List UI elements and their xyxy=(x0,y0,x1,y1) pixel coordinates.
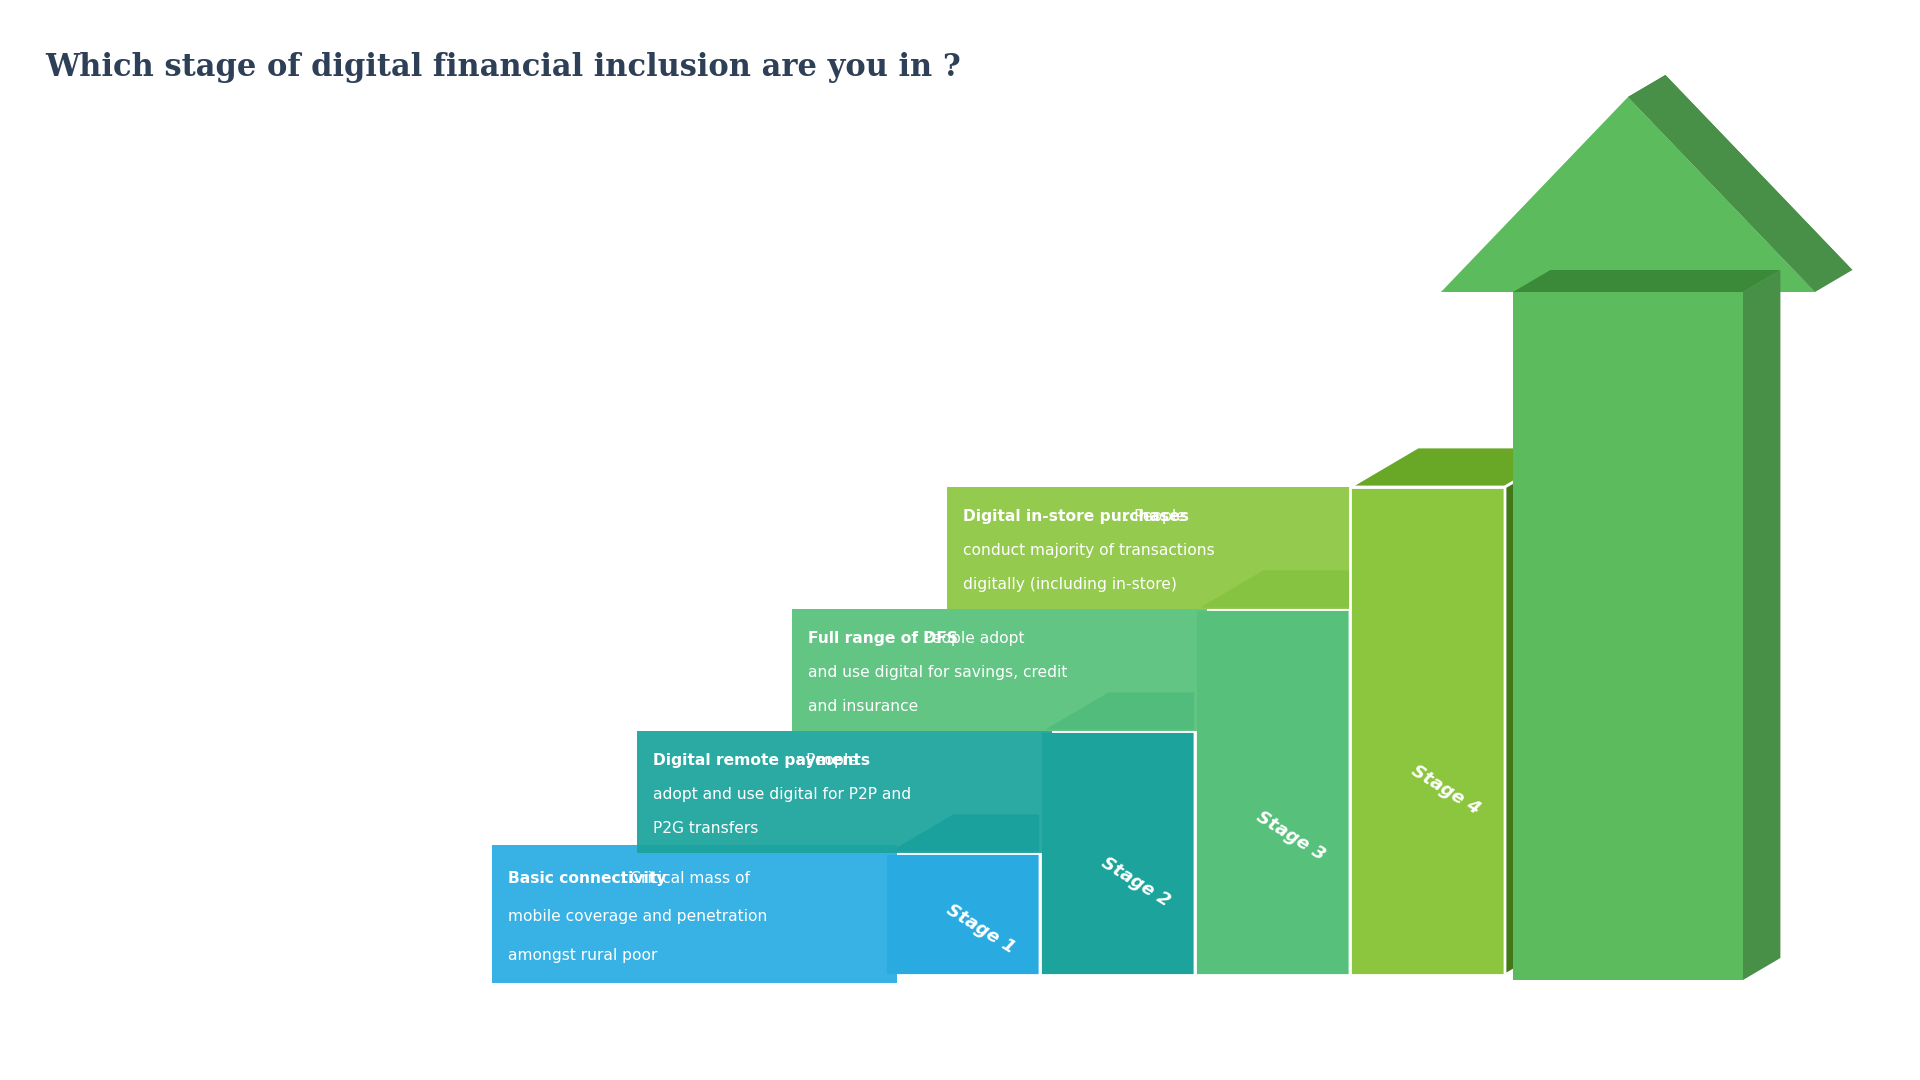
Polygon shape xyxy=(1041,731,1194,975)
Text: Stage 3: Stage 3 xyxy=(1254,808,1329,864)
Polygon shape xyxy=(1743,270,1780,980)
Text: Full range of DFS: Full range of DFS xyxy=(808,631,958,646)
Text: and use digital for savings, credit: and use digital for savings, credit xyxy=(808,665,1068,680)
Text: digitally (including in-store): digitally (including in-store) xyxy=(964,578,1177,593)
Polygon shape xyxy=(885,853,1041,975)
Text: amongst rural poor: amongst rural poor xyxy=(509,948,657,963)
Text: Basic connectivity: Basic connectivity xyxy=(509,870,666,886)
Polygon shape xyxy=(1513,292,1743,980)
Text: adopt and use digital for P2P and: adopt and use digital for P2P and xyxy=(653,787,912,802)
Polygon shape xyxy=(1628,75,1853,292)
Text: P2G transfers: P2G transfers xyxy=(653,822,758,836)
Polygon shape xyxy=(885,813,1108,853)
Polygon shape xyxy=(1350,487,1505,975)
Text: and insurance: and insurance xyxy=(808,700,918,715)
Text: : Critical mass of: : Critical mass of xyxy=(620,870,749,886)
FancyBboxPatch shape xyxy=(791,609,1208,731)
Polygon shape xyxy=(1442,97,1814,292)
FancyBboxPatch shape xyxy=(492,845,897,983)
Text: conduct majority of transactions: conduct majority of transactions xyxy=(964,543,1215,558)
Polygon shape xyxy=(1350,569,1419,975)
Text: : People: : People xyxy=(795,753,858,768)
Polygon shape xyxy=(1350,447,1572,487)
Text: Digital remote payments: Digital remote payments xyxy=(653,753,870,768)
Text: mobile coverage and penetration: mobile coverage and penetration xyxy=(509,909,768,924)
Text: : People: : People xyxy=(1125,509,1187,524)
Text: Digital in-store purchases: Digital in-store purchases xyxy=(964,509,1188,524)
Text: Stage 4: Stage 4 xyxy=(1407,761,1482,818)
Text: Stage 1: Stage 1 xyxy=(943,901,1018,957)
Text: Which stage of digital financial inclusion are you in ?: Which stage of digital financial inclusi… xyxy=(44,52,960,83)
Polygon shape xyxy=(1442,75,1853,292)
Polygon shape xyxy=(1041,813,1108,975)
Text: : People adopt: : People adopt xyxy=(914,631,1025,646)
Polygon shape xyxy=(1041,691,1263,731)
Polygon shape xyxy=(1194,569,1419,609)
Polygon shape xyxy=(1194,691,1263,975)
Polygon shape xyxy=(1194,609,1350,975)
Polygon shape xyxy=(1505,447,1572,975)
FancyBboxPatch shape xyxy=(637,731,1052,853)
Text: Stage 2: Stage 2 xyxy=(1098,854,1173,910)
FancyBboxPatch shape xyxy=(947,487,1361,609)
Polygon shape xyxy=(1513,270,1780,292)
